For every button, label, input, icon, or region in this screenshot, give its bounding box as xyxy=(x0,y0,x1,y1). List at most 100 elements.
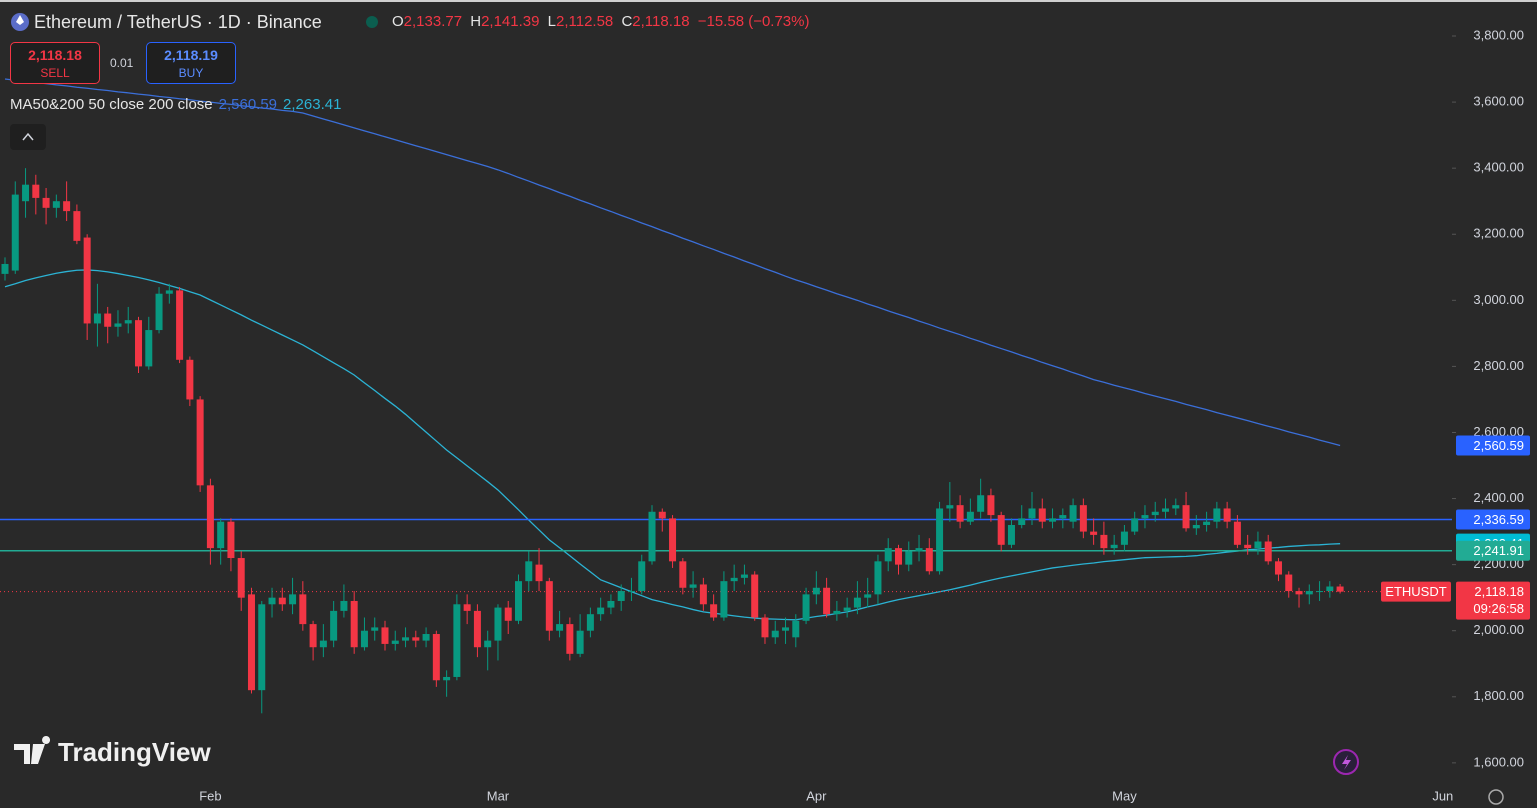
candle-body xyxy=(247,594,255,691)
candle-body xyxy=(997,515,1005,545)
candle-body xyxy=(453,604,461,677)
indicator-legend: MA50&200 50 close 200 close 2,560.59 2,263… xyxy=(10,96,341,113)
candle-body xyxy=(966,511,974,522)
candle-body xyxy=(1223,508,1231,522)
logo: TradingView xyxy=(58,737,211,767)
candle-body xyxy=(381,627,389,644)
buy-price: 2,118.19 xyxy=(164,47,218,63)
candle-body xyxy=(63,201,71,212)
candle-body xyxy=(1192,524,1200,529)
candle-body xyxy=(1069,505,1077,522)
candle-body xyxy=(586,614,594,631)
candle-body xyxy=(1336,586,1344,592)
collapse-arrow xyxy=(22,132,34,141)
ma-line xyxy=(4,78,1341,447)
ma-line xyxy=(4,269,1341,621)
indicator-name: MA50&200 50 close 200 close xyxy=(10,96,213,113)
y-tick-label: 2,000.00 xyxy=(1473,622,1524,637)
candle-body xyxy=(422,634,430,641)
candle-body xyxy=(93,313,101,324)
candle-body xyxy=(473,610,481,648)
candle-body xyxy=(1028,508,1036,519)
candle-body xyxy=(1,263,9,274)
candle-body xyxy=(782,627,790,631)
candle-body xyxy=(330,610,338,641)
candle-body xyxy=(278,597,286,605)
candle-body xyxy=(648,511,656,562)
countdown: 09:26:58 xyxy=(1473,601,1524,616)
logo-icon xyxy=(14,736,51,764)
candle-body xyxy=(268,597,276,605)
market-status xyxy=(366,16,378,28)
candle-body xyxy=(843,607,851,611)
candle-body xyxy=(114,323,122,327)
candle-body xyxy=(299,594,307,625)
ohlc-key: L xyxy=(547,13,556,30)
candle-body xyxy=(771,630,779,638)
candle-body xyxy=(186,359,194,400)
candle-body xyxy=(853,597,861,608)
symbol-icon-glyph xyxy=(16,15,24,25)
candle-body xyxy=(627,591,635,593)
candle-body xyxy=(1203,521,1211,525)
sell-button[interactable]: 2,118.18 SELL xyxy=(10,42,100,84)
y-tick-label: 1,600.00 xyxy=(1473,754,1524,769)
candle-body xyxy=(515,581,522,621)
candle-body xyxy=(915,548,923,552)
candle-body xyxy=(740,574,748,578)
ohlc-value: 2,118.18 xyxy=(632,13,690,30)
candle-body xyxy=(206,485,214,549)
candle-body xyxy=(1316,591,1324,593)
candle-body xyxy=(1264,541,1272,562)
y-tick-label: 2,800.00 xyxy=(1473,358,1524,373)
candle-body xyxy=(391,640,399,644)
y-tick-label: 3,600.00 xyxy=(1473,94,1524,109)
collapse-button[interactable] xyxy=(10,124,46,150)
buy-button[interactable]: 2,118.19 BUY xyxy=(146,42,236,84)
candle-body xyxy=(946,505,954,509)
candle-body xyxy=(576,630,584,654)
candle-body xyxy=(155,293,163,331)
sell-label: SELL xyxy=(40,66,70,80)
candle-body xyxy=(1100,534,1108,549)
candle-body xyxy=(905,551,913,565)
candle-body xyxy=(1059,515,1067,519)
ohlc-key: O xyxy=(392,13,404,30)
candle-body xyxy=(11,194,19,271)
y-tick-label: 1,800.00 xyxy=(1473,688,1524,703)
x-tick-label: May xyxy=(1112,788,1137,803)
candle-body xyxy=(525,561,533,582)
indicator-value: 2,560.59 xyxy=(218,96,278,113)
candle-body xyxy=(145,330,153,367)
candle-body xyxy=(884,548,892,562)
y-tick-label: 3,400.00 xyxy=(1473,160,1524,175)
candle-body xyxy=(597,607,605,615)
candle-body xyxy=(1018,518,1026,525)
candle-body xyxy=(1172,505,1180,509)
alert-glyph xyxy=(1342,755,1351,770)
candle-body xyxy=(484,640,492,648)
ma-price-label: 2,560.59 xyxy=(1473,438,1524,453)
price-line-label: 2,241.91 xyxy=(1473,543,1524,558)
layer-front: 1,600.001,800.002,000.002,200.002,400.00… xyxy=(1,27,1530,803)
spread: 0.01 xyxy=(110,56,134,70)
candle-body xyxy=(176,290,184,360)
candle-body xyxy=(1305,591,1313,595)
candle-body xyxy=(412,637,420,641)
candle-body xyxy=(1244,544,1252,549)
buy-label: BUY xyxy=(178,66,204,80)
candle-body xyxy=(710,604,718,618)
candle-body xyxy=(1151,511,1159,516)
candle-body xyxy=(823,587,831,615)
settings-icon[interactable] xyxy=(1488,789,1504,805)
candle-body xyxy=(925,548,933,572)
candle-body xyxy=(638,561,646,592)
layer-back xyxy=(0,35,1456,764)
candle-body xyxy=(237,558,245,598)
candle-body xyxy=(432,634,440,681)
candle-body xyxy=(556,624,564,631)
candle-body xyxy=(761,617,769,638)
candle-body xyxy=(1007,524,1015,545)
